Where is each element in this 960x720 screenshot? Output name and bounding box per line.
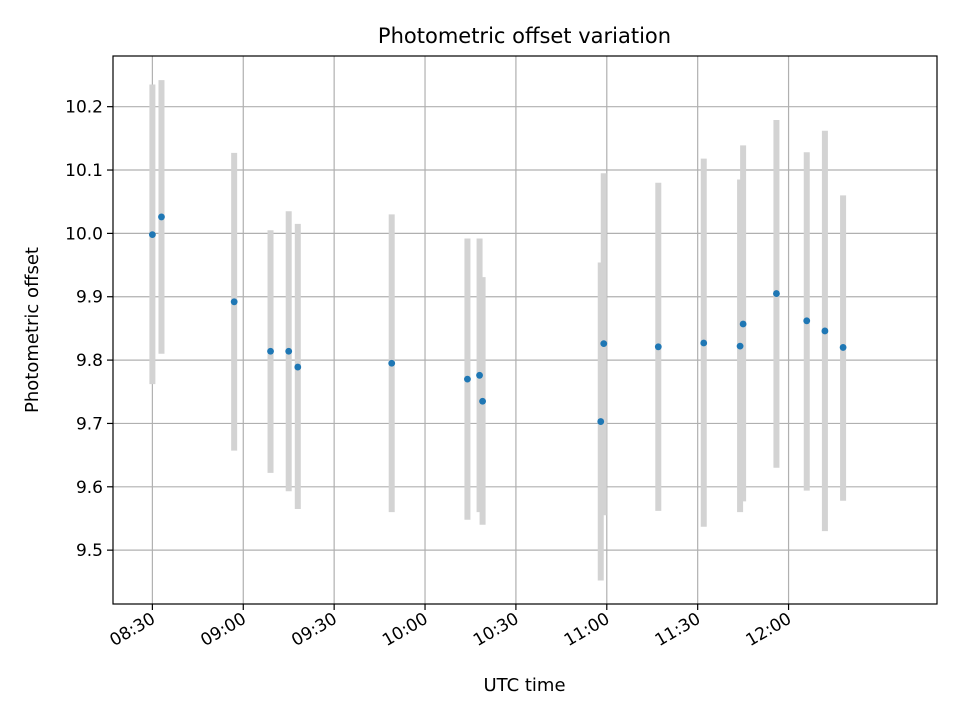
grid-layer — [113, 56, 937, 604]
y-tick-label: 9.8 — [76, 351, 103, 371]
data-point — [739, 320, 747, 328]
y-tick-label: 10.0 — [65, 224, 103, 244]
data-point — [230, 298, 238, 306]
plot-area-frame — [112, 55, 938, 605]
data-point — [773, 290, 780, 297]
y-tick-label: 9.5 — [76, 541, 103, 561]
point-layer — [148, 213, 847, 425]
data-point — [148, 231, 156, 239]
y-axis-ticks: 9.5 9.6 9.7 9.8 9.9 10.0 10.1 10.2 — [65, 98, 113, 561]
data-point — [464, 375, 471, 383]
y-tick-label: 9.7 — [76, 414, 103, 434]
data-point — [700, 339, 708, 347]
data-point — [294, 363, 302, 371]
data-point — [285, 347, 293, 355]
y-axis-label: Photometric offset — [22, 247, 43, 413]
data-point — [600, 340, 608, 348]
data-point — [803, 317, 811, 325]
data-point — [158, 213, 165, 221]
chart-title: Photometric offset variation — [378, 24, 671, 48]
data-point — [839, 344, 847, 351]
data-point — [267, 347, 274, 355]
data-point — [476, 371, 483, 379]
y-tick-label: 10.2 — [65, 98, 103, 118]
data-point — [388, 359, 396, 367]
x-axis-label: UTC time — [483, 675, 565, 696]
y-tick-label: 9.9 — [76, 288, 103, 308]
data-point — [654, 343, 662, 351]
y-tick-label: 9.6 — [76, 478, 103, 498]
data-point — [479, 397, 486, 405]
y-tick-label: 10.1 — [65, 161, 103, 181]
data-point — [821, 327, 829, 335]
data-point — [597, 418, 605, 425]
data-point — [736, 342, 744, 350]
